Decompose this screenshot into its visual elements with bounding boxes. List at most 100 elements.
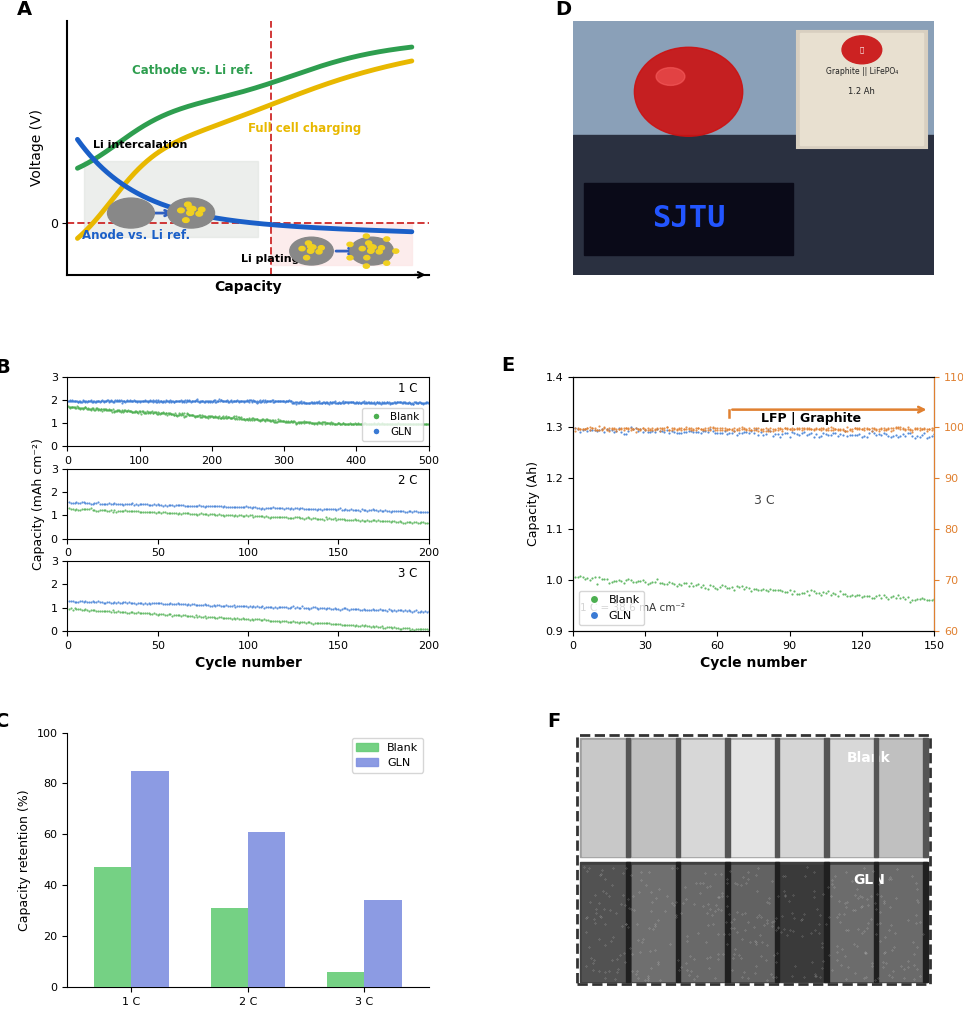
Point bbox=[357, 617, 373, 633]
Point bbox=[177, 596, 193, 613]
Point bbox=[363, 601, 378, 618]
Point bbox=[386, 601, 402, 618]
Point bbox=[102, 401, 117, 417]
Point bbox=[612, 572, 627, 588]
Point bbox=[181, 608, 196, 624]
Point bbox=[652, 575, 667, 591]
Point bbox=[626, 421, 641, 438]
Point bbox=[224, 598, 240, 615]
Circle shape bbox=[183, 218, 189, 222]
Point bbox=[173, 407, 189, 424]
Point bbox=[792, 420, 807, 437]
Point bbox=[364, 416, 379, 433]
Point bbox=[235, 508, 250, 524]
Point bbox=[719, 580, 735, 596]
Point bbox=[299, 395, 315, 411]
Point bbox=[732, 426, 747, 442]
Point bbox=[222, 610, 238, 626]
Point bbox=[265, 411, 280, 428]
Point bbox=[316, 414, 331, 431]
Point bbox=[233, 507, 248, 523]
Point bbox=[192, 407, 207, 424]
Point bbox=[157, 394, 172, 410]
Point bbox=[186, 393, 201, 409]
Bar bbox=[725, 862, 730, 982]
Point bbox=[857, 587, 872, 603]
Point bbox=[171, 393, 187, 409]
Point bbox=[377, 394, 392, 410]
Point bbox=[169, 607, 185, 623]
Point bbox=[184, 506, 199, 522]
Point bbox=[110, 393, 125, 409]
Point bbox=[227, 611, 243, 627]
Point bbox=[623, 419, 638, 436]
Point bbox=[264, 613, 279, 629]
Point bbox=[64, 600, 79, 617]
Point bbox=[591, 418, 607, 435]
Point bbox=[796, 425, 812, 441]
X-axis label: Cycle number: Cycle number bbox=[195, 656, 301, 670]
Point bbox=[246, 597, 261, 614]
Point bbox=[270, 414, 285, 431]
Point bbox=[357, 513, 373, 529]
Point bbox=[271, 613, 286, 629]
Point bbox=[820, 583, 836, 599]
Point bbox=[144, 497, 160, 513]
Point bbox=[112, 392, 127, 408]
Point bbox=[212, 410, 227, 427]
Point bbox=[158, 405, 173, 421]
Point bbox=[365, 395, 380, 411]
Point bbox=[308, 394, 324, 410]
Point bbox=[876, 419, 892, 436]
Point bbox=[336, 414, 351, 431]
Point bbox=[195, 609, 211, 625]
Point bbox=[82, 502, 96, 518]
Point bbox=[325, 395, 340, 411]
Point bbox=[891, 418, 906, 435]
Point bbox=[146, 605, 162, 622]
Point bbox=[256, 501, 272, 517]
Point bbox=[348, 394, 363, 410]
Point bbox=[194, 596, 209, 613]
Point bbox=[67, 393, 83, 409]
Point bbox=[419, 504, 434, 520]
Point bbox=[115, 393, 130, 409]
Point bbox=[351, 416, 366, 433]
Point bbox=[401, 503, 416, 519]
Point bbox=[176, 408, 192, 425]
Point bbox=[647, 423, 663, 439]
Point bbox=[105, 401, 120, 417]
Point bbox=[338, 394, 353, 410]
Point bbox=[246, 499, 261, 515]
Point bbox=[297, 395, 312, 411]
Point bbox=[328, 415, 344, 432]
Point bbox=[636, 419, 651, 436]
Point bbox=[151, 392, 167, 408]
Point bbox=[376, 513, 391, 529]
Point bbox=[312, 414, 327, 431]
Bar bbox=[830, 740, 873, 856]
Point bbox=[270, 613, 285, 629]
Point bbox=[243, 410, 258, 427]
Point bbox=[330, 501, 346, 517]
Point bbox=[719, 421, 735, 438]
Point bbox=[252, 392, 268, 408]
Point bbox=[148, 392, 164, 408]
Point bbox=[601, 575, 617, 591]
Point bbox=[79, 394, 94, 410]
Point bbox=[756, 421, 771, 438]
Point bbox=[609, 423, 624, 439]
Point bbox=[397, 394, 412, 410]
Point bbox=[910, 421, 925, 438]
Point bbox=[354, 601, 370, 618]
Point bbox=[234, 394, 249, 410]
Point bbox=[902, 426, 918, 442]
Point bbox=[414, 416, 429, 433]
Point bbox=[321, 415, 336, 432]
Point bbox=[82, 401, 96, 417]
Point bbox=[412, 504, 428, 520]
Point bbox=[392, 503, 407, 519]
Point bbox=[374, 513, 389, 529]
Point bbox=[367, 512, 382, 528]
Point bbox=[72, 394, 88, 410]
